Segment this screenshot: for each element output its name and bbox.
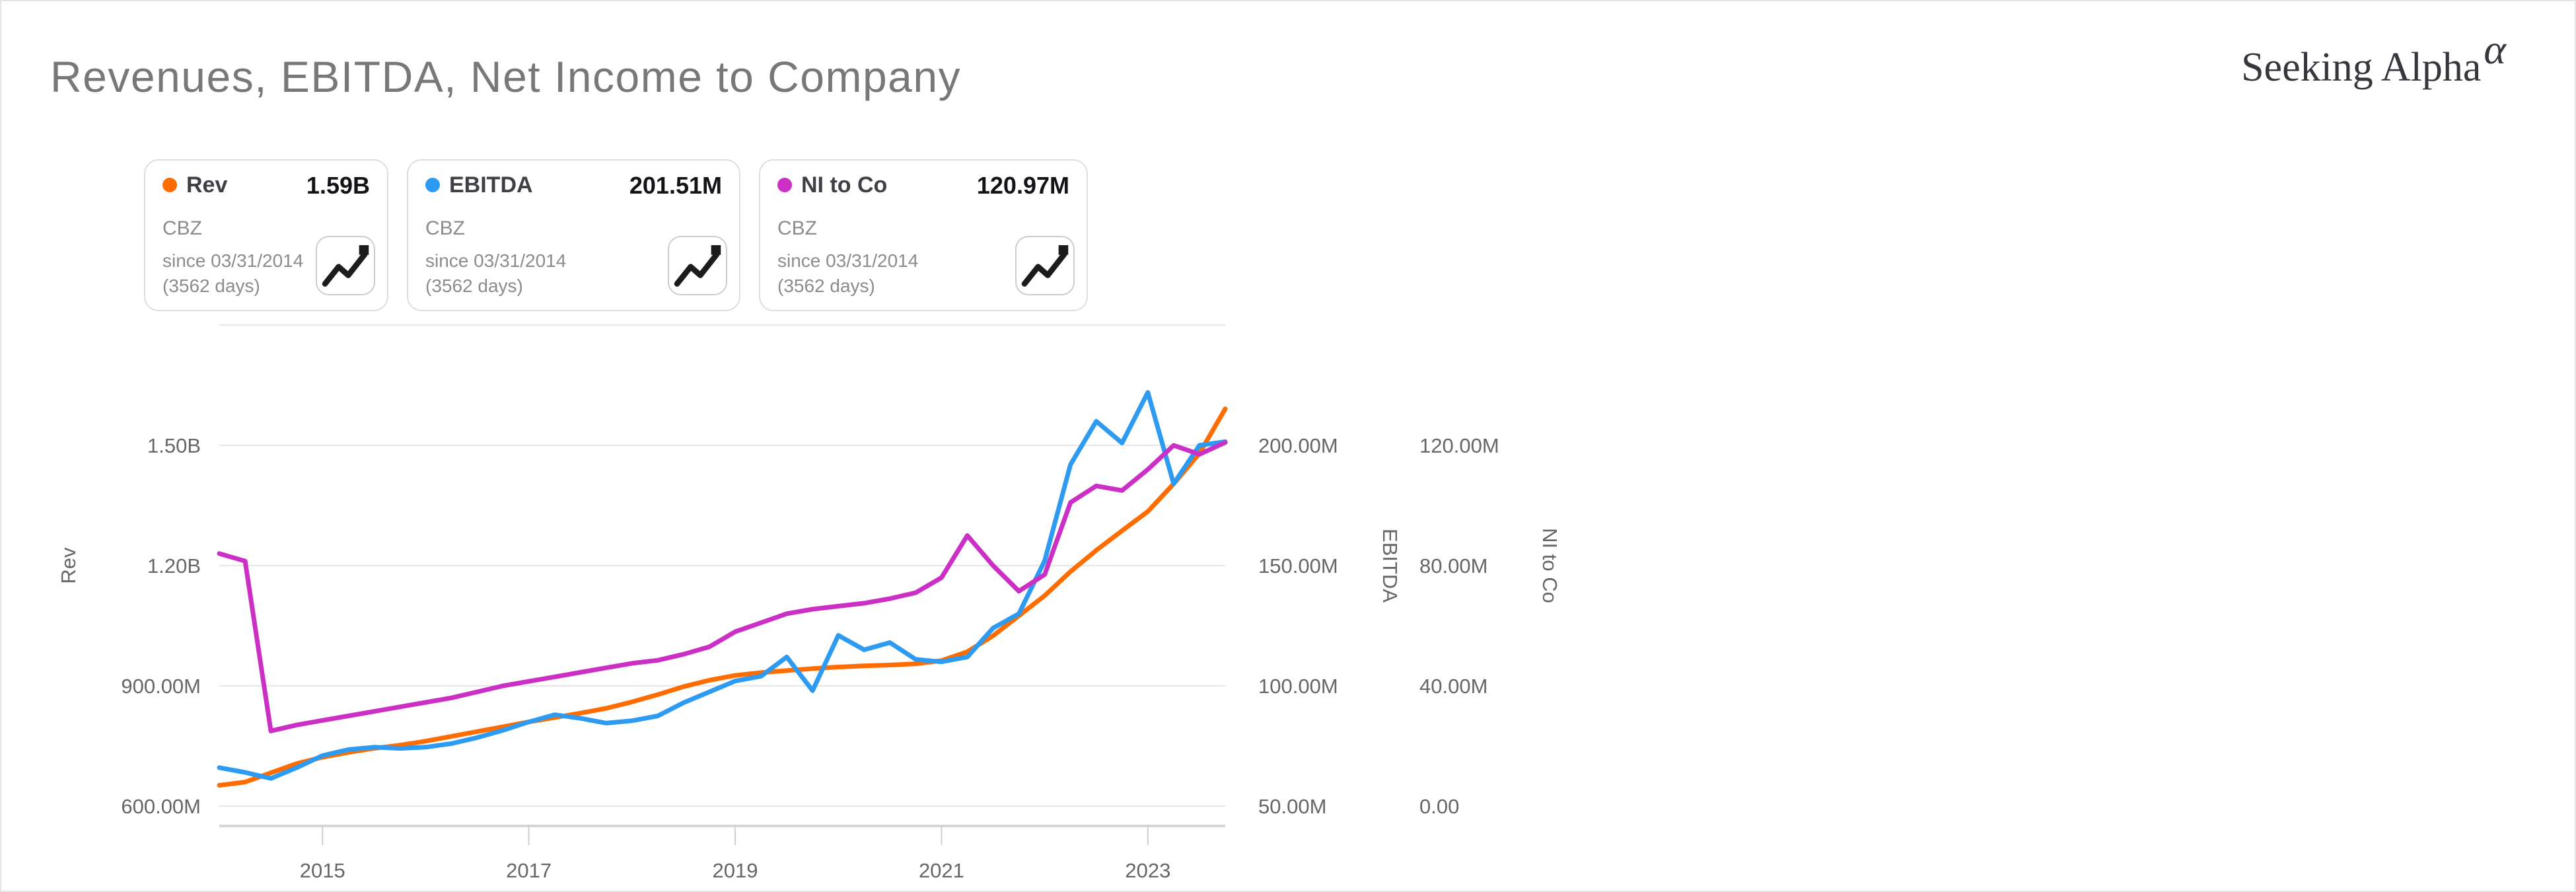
sparkline-button[interactable] bbox=[668, 236, 727, 295]
legend-card-ebitda: EBITDA 201.51M CBZ since 03/31/2014 (356… bbox=[407, 159, 740, 311]
days-count: (3562 days) bbox=[425, 276, 523, 296]
ni-series-dot-icon bbox=[777, 178, 792, 192]
trend-line-icon bbox=[1021, 245, 1069, 287]
trend-line-icon bbox=[322, 245, 369, 287]
alpha-icon: α bbox=[2484, 26, 2506, 73]
x-tick-label: 2019 bbox=[713, 859, 758, 882]
y-axis-title-rev: Rev bbox=[57, 547, 80, 584]
ebitda-series-dot-icon bbox=[425, 178, 440, 192]
x-tick-label: 2021 bbox=[919, 859, 964, 882]
days-count: (3562 days) bbox=[162, 276, 260, 296]
series-name: Rev bbox=[186, 172, 228, 198]
rev-series-dot-icon bbox=[162, 178, 177, 192]
since-date: since 03/31/2014 bbox=[425, 250, 567, 271]
series-current-value: 120.97M bbox=[976, 172, 1069, 199]
series-line-ebitda bbox=[217, 390, 1228, 781]
trend-line-icon bbox=[674, 245, 721, 287]
x-tick-label: 2015 bbox=[300, 859, 345, 882]
y-tick-label-ebitda: 200.00M bbox=[1258, 434, 1338, 457]
ticker: CBZ bbox=[425, 217, 465, 239]
logo-text: Seeking Alpha bbox=[2241, 45, 2482, 90]
y-tick-label-ebitda: 150.00M bbox=[1258, 554, 1338, 577]
series-line-rev bbox=[217, 406, 1228, 788]
x-tick-label: 2017 bbox=[506, 859, 552, 882]
since-date: since 03/31/2014 bbox=[777, 250, 919, 271]
legend-card-ni-to-co: NI to Co 120.97M CBZ since 03/31/2014 (3… bbox=[759, 159, 1088, 311]
page-title: Revenues, EBITDA, Net Income to Company bbox=[50, 52, 962, 101]
days-count: (3562 days) bbox=[777, 276, 875, 296]
y-tick-label-rev: 1.50B bbox=[147, 434, 201, 457]
ticker: CBZ bbox=[777, 217, 817, 239]
legend-card-rev: Rev 1.59B CBZ since 03/31/2014 (3562 day… bbox=[144, 159, 388, 311]
y-tick-label-ebitda: 50.00M bbox=[1258, 795, 1326, 818]
ticker: CBZ bbox=[162, 217, 202, 239]
sparkline-button[interactable] bbox=[316, 236, 375, 295]
x-tick-label: 2023 bbox=[1125, 859, 1170, 882]
sparkline-button[interactable] bbox=[1015, 236, 1075, 295]
y-tick-label-ni: 120.00M bbox=[1419, 434, 1499, 457]
y-tick-label-rev: 1.20B bbox=[147, 554, 201, 577]
series-current-value: 201.51M bbox=[629, 172, 722, 199]
y-tick-label-ebitda: 100.00M bbox=[1258, 675, 1338, 698]
series-current-value: 1.59B bbox=[306, 172, 370, 199]
series-name: NI to Co bbox=[801, 172, 888, 198]
y-tick-label-rev: 900.00M bbox=[121, 675, 201, 698]
y-tick-label-rev: 600.00M bbox=[121, 795, 201, 818]
series-line-ni-to-co bbox=[217, 440, 1228, 733]
series-name: EBITDA bbox=[449, 172, 533, 198]
y-tick-label-ni: 80.00M bbox=[1419, 554, 1487, 577]
y-tick-label-ni: 40.00M bbox=[1419, 675, 1487, 698]
y-axis-title-ebitda: EBITDA bbox=[1378, 529, 1402, 603]
since-date: since 03/31/2014 bbox=[162, 250, 304, 271]
y-tick-label-ni: 0.00 bbox=[1419, 795, 1459, 818]
seeking-alpha-logo: Seeking Alphaα bbox=[2241, 26, 2506, 91]
y-axis-title-ni: NI to Co bbox=[1538, 528, 1561, 603]
